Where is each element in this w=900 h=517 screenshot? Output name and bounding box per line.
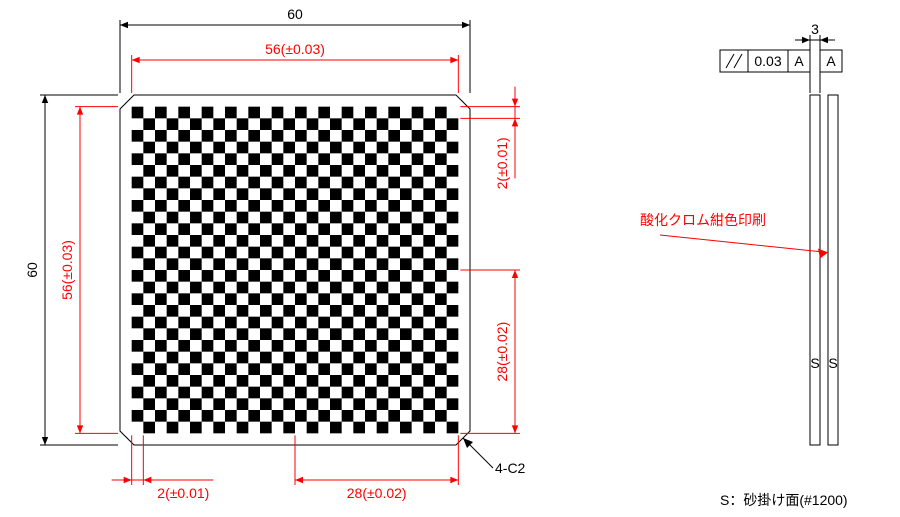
chamfer-callout: 4-C2 xyxy=(463,438,526,476)
side-view: S S xyxy=(810,95,838,445)
footer-note: S：砂掛け面(#1200) xyxy=(720,492,848,508)
gdt-datum-ref: A xyxy=(794,53,804,69)
gdt-tolerance: 0.03 xyxy=(754,53,781,69)
side-s-label-left: S xyxy=(810,355,819,371)
dim-cell-height: 2(±0.01) xyxy=(460,87,520,190)
chamfer-value: 4-C2 xyxy=(495,460,526,476)
side-bar-right xyxy=(828,95,838,445)
dim-cell-height-value: 2(±0.01) xyxy=(494,137,510,189)
dim-cell-width-value: 2(±0.01) xyxy=(157,485,209,501)
dim-thickness-value: 3 xyxy=(811,21,819,37)
dim-half-height: 28(±0.02) xyxy=(460,270,520,433)
dim-pattern-width: 56(±0.03) xyxy=(132,41,459,93)
side-s-label-right: S xyxy=(828,355,837,371)
chrome-note: 酸化クロム紺色印刷 xyxy=(640,212,828,259)
checker-pattern xyxy=(132,107,459,434)
dim-outer-width-value: 60 xyxy=(287,6,303,22)
datum-label: A xyxy=(826,53,836,69)
dim-half-width-value: 28(±0.02) xyxy=(347,485,407,501)
dim-pattern-height: 56(±0.03) xyxy=(59,107,118,434)
dim-pattern-height-value: 56(±0.03) xyxy=(59,240,75,300)
front-view xyxy=(120,95,470,445)
gdt-frame: 0.03 A A xyxy=(720,50,842,72)
dim-pattern-width-value: 56(±0.03) xyxy=(265,41,325,57)
dim-outer-height-value: 60 xyxy=(24,262,40,278)
dim-half-height-value: 28(±0.02) xyxy=(494,322,510,382)
side-bar-left xyxy=(810,95,820,445)
chrome-note-text: 酸化クロム紺色印刷 xyxy=(640,212,766,228)
